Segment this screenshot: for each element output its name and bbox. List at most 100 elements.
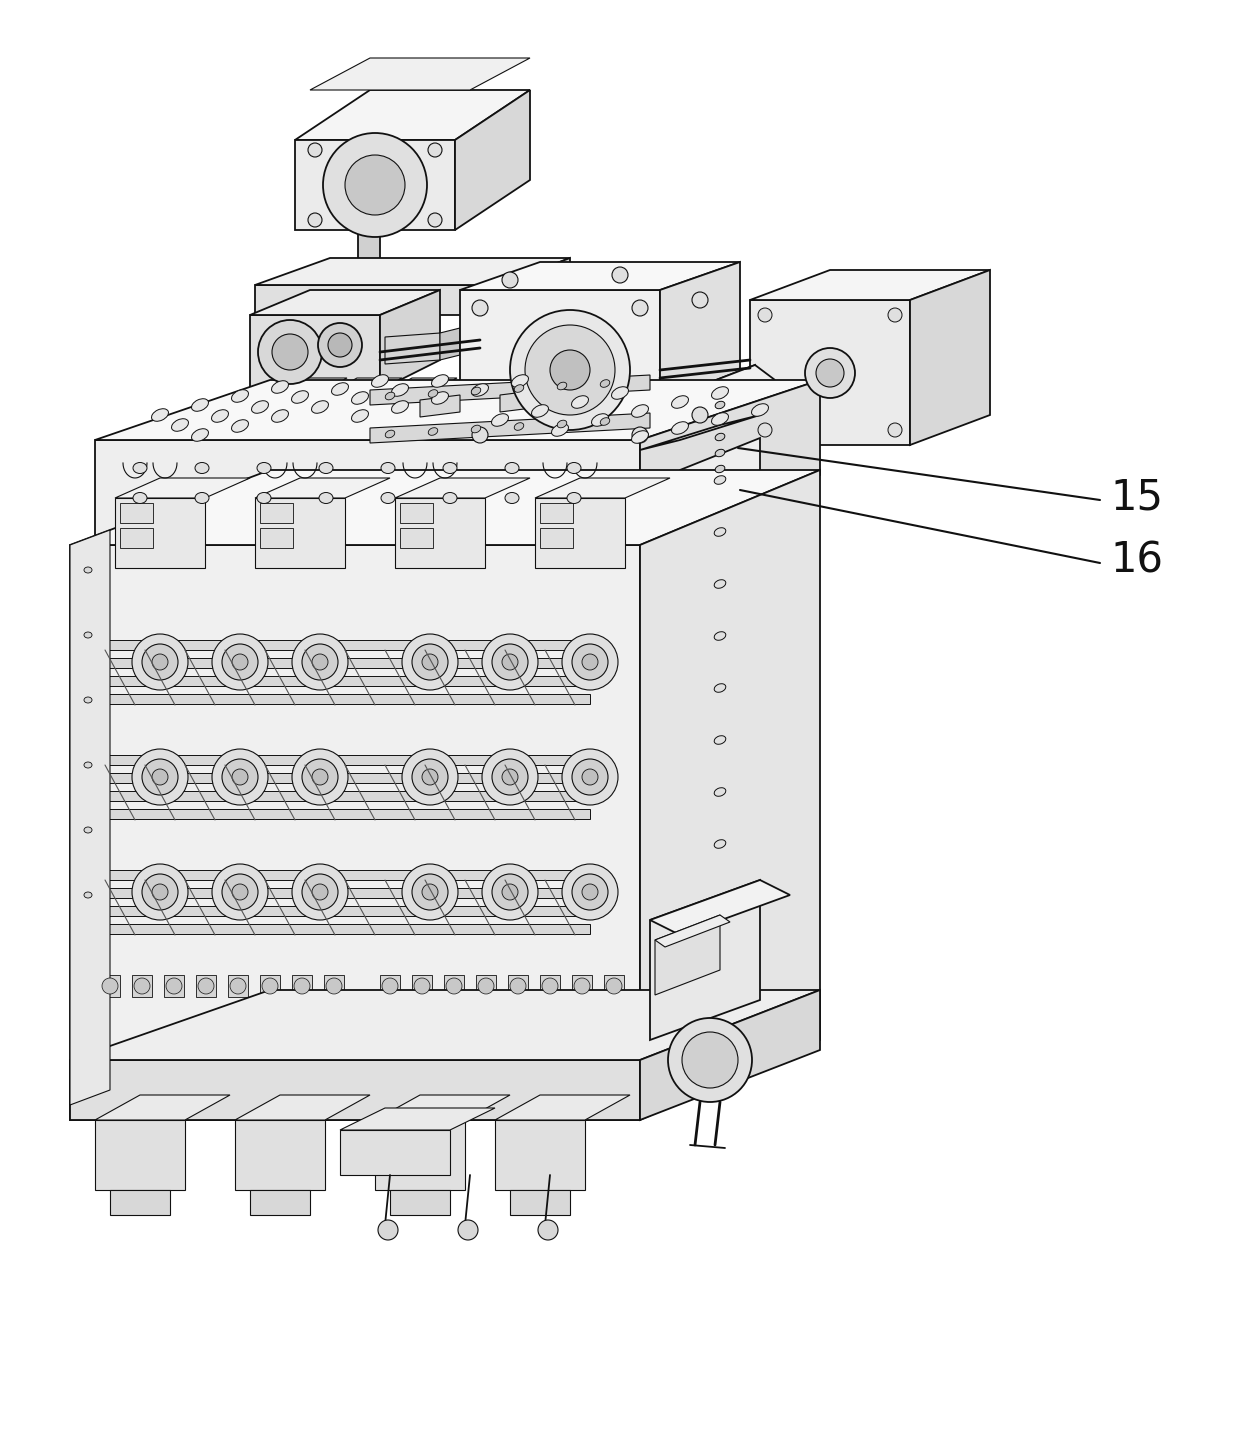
- Circle shape: [143, 643, 179, 680]
- Ellipse shape: [567, 493, 582, 503]
- Polygon shape: [689, 365, 755, 496]
- Circle shape: [262, 978, 278, 994]
- Polygon shape: [391, 1190, 450, 1216]
- Circle shape: [212, 864, 268, 920]
- Circle shape: [422, 653, 438, 669]
- Polygon shape: [558, 352, 582, 388]
- Polygon shape: [534, 498, 625, 568]
- Ellipse shape: [428, 390, 438, 397]
- Circle shape: [166, 978, 182, 994]
- Polygon shape: [100, 658, 590, 668]
- Ellipse shape: [232, 420, 248, 432]
- Ellipse shape: [714, 736, 725, 745]
- Polygon shape: [95, 1120, 185, 1190]
- Circle shape: [428, 213, 441, 227]
- Polygon shape: [495, 1095, 630, 1120]
- Ellipse shape: [714, 527, 725, 536]
- Ellipse shape: [195, 462, 210, 474]
- Ellipse shape: [515, 423, 523, 430]
- Circle shape: [492, 874, 528, 910]
- Circle shape: [312, 653, 329, 669]
- Polygon shape: [100, 791, 590, 801]
- Ellipse shape: [591, 414, 609, 426]
- Ellipse shape: [505, 493, 520, 503]
- Ellipse shape: [84, 567, 92, 572]
- Circle shape: [402, 749, 458, 806]
- Ellipse shape: [611, 387, 629, 400]
- Circle shape: [272, 335, 308, 369]
- Circle shape: [502, 272, 518, 288]
- Ellipse shape: [532, 404, 548, 417]
- Polygon shape: [100, 640, 590, 651]
- Polygon shape: [100, 906, 590, 916]
- Circle shape: [303, 643, 339, 680]
- Ellipse shape: [191, 398, 208, 412]
- Polygon shape: [250, 290, 440, 314]
- Circle shape: [538, 1220, 558, 1240]
- Circle shape: [668, 1019, 751, 1103]
- Polygon shape: [476, 975, 496, 997]
- Circle shape: [482, 635, 538, 690]
- Polygon shape: [650, 880, 760, 1040]
- Ellipse shape: [133, 462, 148, 474]
- Ellipse shape: [351, 410, 368, 422]
- Circle shape: [562, 749, 618, 806]
- Polygon shape: [69, 990, 820, 1061]
- Circle shape: [502, 653, 518, 669]
- Polygon shape: [440, 327, 460, 359]
- Circle shape: [229, 978, 246, 994]
- Circle shape: [477, 978, 494, 994]
- Ellipse shape: [372, 375, 388, 387]
- Circle shape: [412, 759, 448, 796]
- Ellipse shape: [471, 384, 489, 396]
- Ellipse shape: [311, 401, 329, 413]
- Polygon shape: [100, 924, 590, 935]
- Ellipse shape: [257, 462, 272, 474]
- Polygon shape: [572, 975, 591, 997]
- Circle shape: [510, 310, 630, 430]
- Polygon shape: [69, 469, 820, 545]
- Ellipse shape: [715, 449, 725, 456]
- Circle shape: [232, 653, 248, 669]
- Polygon shape: [510, 1190, 570, 1216]
- Ellipse shape: [715, 401, 725, 409]
- Ellipse shape: [714, 684, 725, 693]
- Circle shape: [472, 300, 489, 316]
- Polygon shape: [604, 975, 624, 997]
- Polygon shape: [115, 498, 205, 568]
- Circle shape: [422, 769, 438, 785]
- Polygon shape: [534, 478, 670, 498]
- Circle shape: [222, 759, 258, 796]
- Ellipse shape: [84, 827, 92, 833]
- Ellipse shape: [212, 410, 228, 422]
- Polygon shape: [164, 975, 184, 997]
- Circle shape: [232, 769, 248, 785]
- Ellipse shape: [84, 762, 92, 768]
- Circle shape: [613, 267, 627, 283]
- Circle shape: [291, 635, 348, 690]
- Circle shape: [888, 423, 901, 438]
- Polygon shape: [250, 1190, 310, 1216]
- Circle shape: [414, 978, 430, 994]
- Ellipse shape: [714, 632, 725, 640]
- Polygon shape: [196, 975, 216, 997]
- Ellipse shape: [133, 493, 148, 503]
- Ellipse shape: [84, 893, 92, 898]
- Circle shape: [816, 359, 844, 387]
- Ellipse shape: [428, 427, 438, 435]
- Ellipse shape: [252, 401, 269, 413]
- Polygon shape: [335, 390, 379, 430]
- Circle shape: [805, 348, 856, 398]
- Ellipse shape: [319, 493, 334, 503]
- Ellipse shape: [195, 493, 210, 503]
- Polygon shape: [335, 378, 402, 390]
- Ellipse shape: [631, 404, 649, 417]
- Circle shape: [422, 884, 438, 900]
- Circle shape: [551, 351, 590, 390]
- Circle shape: [458, 1220, 477, 1240]
- Ellipse shape: [319, 462, 334, 474]
- Polygon shape: [384, 333, 440, 364]
- Ellipse shape: [715, 433, 725, 440]
- Polygon shape: [660, 262, 740, 455]
- Polygon shape: [539, 503, 573, 523]
